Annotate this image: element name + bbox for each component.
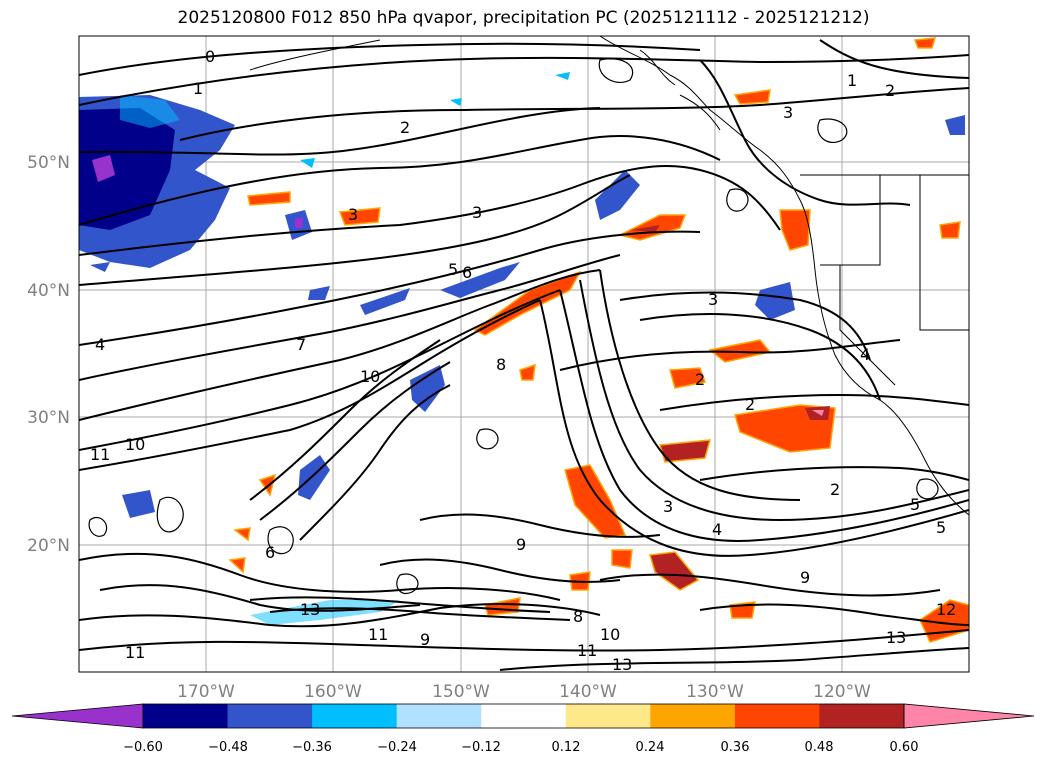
colorbar-tick-label: −0.36 bbox=[292, 740, 332, 755]
colorbar-segment bbox=[734, 704, 820, 728]
contour-label: 3 bbox=[472, 203, 482, 222]
contour-label: 3 bbox=[663, 497, 673, 516]
lat-label-40n: 40°N bbox=[27, 281, 70, 301]
colorbar-extend-max bbox=[904, 704, 1034, 728]
lon-label-160w: 160°W bbox=[304, 682, 362, 702]
colorbar-segment bbox=[396, 704, 482, 728]
contour-label: 2 bbox=[885, 81, 895, 100]
colorbar-extend-min bbox=[12, 704, 143, 728]
map-panel: 0 1 1 2 2 2 2 2 3 3 3 3 3 4 4 4 5 5 5 6 bbox=[78, 35, 970, 674]
colorbar-tick-label: 0.24 bbox=[636, 740, 665, 755]
colorbar-segment bbox=[312, 704, 398, 728]
contour-label: 3 bbox=[783, 103, 793, 122]
contour-label: 1 bbox=[193, 79, 203, 98]
colorbar-tick-label: −0.60 bbox=[123, 740, 163, 755]
lat-label-20n: 20°N bbox=[27, 536, 70, 556]
map-frame bbox=[78, 35, 970, 673]
qvapor-contours bbox=[79, 39, 969, 671]
contour-label: 6 bbox=[265, 543, 275, 562]
contour-label: 12 bbox=[936, 600, 956, 619]
lon-label-130w: 130°W bbox=[686, 682, 744, 702]
contour-label: 4 bbox=[860, 345, 870, 364]
negative-precip-fill bbox=[79, 72, 965, 625]
lon-label-170w: 170°W bbox=[177, 682, 235, 702]
contour-label: 11 bbox=[368, 625, 388, 644]
contour-labels: 0 1 1 2 2 2 2 2 3 3 3 3 3 4 4 4 5 5 5 6 bbox=[90, 47, 956, 674]
colorbar-frame bbox=[142, 703, 905, 729]
map-background bbox=[79, 36, 969, 672]
colorbar-tick-label: 0.12 bbox=[552, 740, 581, 755]
contour-label: 11 bbox=[125, 643, 145, 662]
latitude-labels: 50°N 40°N 30°N 20°N bbox=[27, 153, 70, 556]
contour-label: 2 bbox=[830, 480, 840, 499]
contour-label: 2 bbox=[695, 370, 705, 389]
colorbar: −0.60 −0.48 −0.36 −0.24 −0.12 0.12 0.24 … bbox=[11, 703, 1035, 755]
colorbar-segments bbox=[12, 704, 1034, 728]
colorbar-segment bbox=[481, 704, 567, 728]
colorbar-segment bbox=[143, 704, 229, 728]
colorbar-tick-label: −0.48 bbox=[208, 740, 248, 755]
contour-label: 3 bbox=[708, 290, 718, 309]
colorbar-tick-label: −0.12 bbox=[461, 740, 501, 755]
contour-label: 13 bbox=[886, 628, 906, 647]
lon-label-140w: 140°W bbox=[559, 682, 617, 702]
contour-label: 9 bbox=[420, 630, 430, 649]
contour-label: 10 bbox=[125, 435, 145, 454]
contour-label: 8 bbox=[496, 355, 506, 374]
lon-label-120w: 120°W bbox=[813, 682, 871, 702]
contour-label: 5 bbox=[910, 495, 920, 514]
colorbar-ticks: −0.60 −0.48 −0.36 −0.24 −0.12 0.12 0.24 … bbox=[123, 740, 918, 755]
tropical-contours bbox=[88, 58, 939, 595]
lat-label-50n: 50°N bbox=[27, 153, 70, 173]
longitude-labels: 170°W 160°W 150°W 140°W 130°W 120°W bbox=[177, 682, 871, 702]
contour-label: 2 bbox=[400, 118, 410, 137]
contour-label: 10 bbox=[360, 367, 380, 386]
contour-label: 5 bbox=[936, 518, 946, 537]
colorbar-segment bbox=[565, 704, 651, 728]
contour-label: 13 bbox=[300, 600, 320, 619]
contour-label: 7 bbox=[296, 335, 306, 354]
contour-label: 11 bbox=[577, 641, 597, 660]
contour-label: 3 bbox=[348, 205, 358, 224]
colorbar-segment bbox=[227, 704, 313, 728]
page-title: 2025120800 F012 850 hPa qvapor, precipit… bbox=[177, 8, 870, 28]
lat-label-30n: 30°N bbox=[27, 408, 70, 428]
contour-label: 11 bbox=[90, 445, 110, 464]
contour-label: 9 bbox=[800, 568, 810, 587]
colorbar-segment bbox=[650, 704, 736, 728]
contour-label: 4 bbox=[95, 335, 105, 354]
colorbar-tick-label: 0.48 bbox=[805, 740, 834, 755]
lon-label-150w: 150°W bbox=[432, 682, 490, 702]
contour-label: 1 bbox=[847, 71, 857, 90]
colorbar-segment bbox=[819, 704, 905, 728]
contour-label: 0 bbox=[205, 47, 215, 66]
coastline bbox=[249, 36, 969, 516]
colorbar-tick-label: −0.24 bbox=[377, 740, 417, 755]
colorbar-tick-label: 0.36 bbox=[721, 740, 750, 755]
contour-label: 8 bbox=[573, 607, 583, 626]
colorbar-tick-label: 0.60 bbox=[890, 740, 919, 755]
contour-label: 5 bbox=[448, 260, 458, 279]
contour-label: 4 bbox=[712, 520, 722, 539]
contour-label: 13 bbox=[612, 655, 632, 674]
contour-label: 10 bbox=[600, 625, 620, 644]
contour-label: 6 bbox=[462, 263, 472, 282]
contour-label: 9 bbox=[516, 535, 526, 554]
contour-label: 2 bbox=[745, 395, 755, 414]
